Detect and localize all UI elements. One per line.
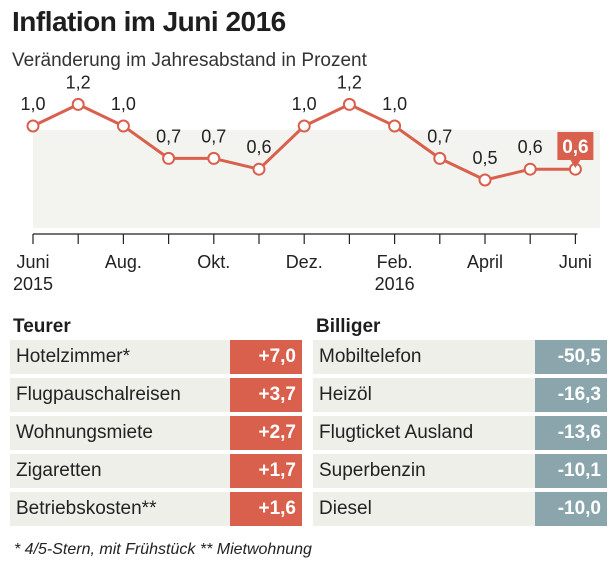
data-point [116,119,130,133]
data-label: 1,2 [66,72,91,92]
item-label: Heizöl [319,384,372,405]
table-row: Diesel -10,0 [313,492,607,526]
data-point [26,119,40,133]
item-value: +1,6 [230,492,302,526]
x-tick-sublabel: 2016 [375,274,415,294]
item-value: +7,0 [230,340,302,374]
chart-title: Inflation im Juni 2016 [12,6,286,37]
chart-subtitle: Veränderung im Jahresabstand in Prozent [12,50,367,71]
item-label: Zigaretten [16,460,102,481]
table-row: Wohnungsmiete +2,7 [10,416,302,450]
billiger-heading: Billiger [316,316,381,337]
item-value: -16,3 [535,378,607,412]
data-label: 0,6 [518,137,543,157]
item-label: Betriebskosten** [16,498,157,519]
footnote: * 4/5-Stern, mit Frühstück ** Mietwohnun… [14,541,312,558]
data-point [478,173,492,187]
item-value: -50,5 [535,340,607,374]
teurer-heading: Teurer [13,316,71,337]
data-label: 1,0 [292,94,317,114]
data-point [297,119,311,133]
item-value: +3,7 [230,378,302,412]
data-point [342,97,356,111]
plot-area [33,130,600,228]
data-label: 1,0 [111,94,136,114]
table-row: Flugticket Ausland -13,6 [313,416,607,450]
table-row: Zigaretten +1,7 [10,454,302,488]
x-tick-label: Aug. [105,252,142,272]
data-label: 1,0 [382,94,407,114]
x-tick-label: Juni [559,252,592,272]
item-label: Diesel [319,498,372,519]
item-label: Mobiltelefon [319,346,422,367]
data-point [162,151,176,165]
data-label: 0,7 [201,126,226,146]
data-label: 0,7 [156,126,181,146]
item-value: -10,0 [535,492,607,526]
item-label: Wohnungsmiete [16,422,153,443]
table-row: Heizöl -16,3 [313,378,607,412]
table-row: Hotelzimmer* +7,0 [10,340,302,374]
item-value: +2,7 [230,416,302,450]
table-row: Betriebskosten** +1,6 [10,492,302,526]
item-value: -10,1 [535,454,607,488]
item-label: Hotelzimmer* [16,346,131,367]
billiger-table: Billiger Mobiltelefon -50,5 Heizöl -16,3 Flu… [313,314,607,530]
item-label: Flugpauschalreisen [16,384,181,405]
highlight-label: 0,6 [562,137,588,158]
highlight-callout [557,132,594,168]
item-label: Flugticket Ausland [319,422,474,443]
table-row: Superbenzin -10,1 [313,454,607,488]
data-point [388,119,402,133]
x-tick-label: Okt. [197,252,230,272]
table-row: Mobiltelefon -50,5 [313,340,607,374]
data-label: 1,2 [337,72,362,92]
item-value: -13,6 [535,416,607,450]
x-tick-sublabel: 2015 [13,274,53,294]
x-tick-label: Juni [16,252,49,272]
table-row: Flugpauschalreisen +3,7 [10,378,302,412]
data-point [523,162,537,176]
data-label: 0,5 [472,148,497,168]
data-label: 0,7 [427,126,452,146]
data-point [207,151,221,165]
teurer-table: Teurer Hotelzimmer* +7,0 Flugpauschalreise… [10,314,302,530]
x-tick-label: Dez. [286,252,323,272]
data-label: 1,0 [20,94,45,114]
x-tick-label: Feb. [377,252,413,272]
x-tick-label: April [467,252,503,272]
item-value: +1,7 [230,454,302,488]
data-label: 0,6 [246,137,271,157]
data-point [71,97,85,111]
item-label: Superbenzin [319,460,426,481]
data-point [433,151,447,165]
data-point [252,162,266,176]
